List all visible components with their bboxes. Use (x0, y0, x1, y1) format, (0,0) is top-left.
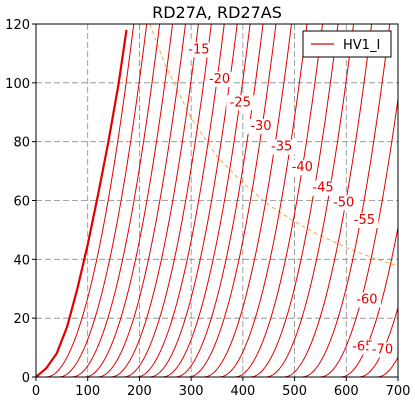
bias-curve (341, 224, 398, 377)
tick-layer: 0 100 200 300 400 500 600 700 0 20 40 60 80 100 120 (5, 18, 410, 399)
bias-curve (284, 24, 373, 377)
y-tick-label: 60 (13, 195, 30, 210)
bias-curve (204, 24, 292, 377)
y-tick-label: 20 (13, 312, 30, 327)
bias-curve (85, 24, 174, 377)
curve-label: -20 (209, 72, 230, 87)
x-tick-label: 400 (230, 384, 255, 399)
y-tick-label: 100 (5, 77, 30, 92)
bias-curve (359, 305, 398, 377)
bias-curve (377, 356, 398, 377)
curve-label: -70 (372, 342, 393, 357)
bias-curve (302, 24, 391, 377)
plot-layer: -15-20-25 -30-35-40 -45-50-55 -60 -65-70 (36, 24, 398, 377)
curve-label: -55 (354, 213, 375, 228)
curve-label-bg (205, 71, 234, 87)
x-tick-label: 200 (127, 384, 152, 399)
curve-label: -30 (250, 119, 271, 134)
y-tick-label: 40 (13, 253, 30, 268)
x-tick-label: 700 (386, 384, 411, 399)
curve-label: -15 (188, 42, 209, 57)
chart-title: RD27A, RD27AS (152, 3, 282, 22)
x-tick-label: 0 (32, 384, 40, 399)
legend-label: HV1_I (343, 38, 380, 53)
curve-label: -65 (352, 340, 373, 355)
bias-curve (97, 24, 186, 377)
curve-label-bg (226, 95, 255, 111)
y-tick-label: 0 (22, 371, 30, 386)
curve-label: -50 (333, 195, 354, 210)
zero-bias-curve (36, 29, 128, 377)
curve-label-bg (352, 292, 381, 308)
bias-curve (320, 95, 398, 377)
bias-curve (123, 24, 212, 377)
curve-label: -40 (292, 160, 313, 175)
x-tick-label: 300 (179, 384, 204, 399)
curve-label-bg (288, 160, 317, 176)
x-tick-label: 500 (282, 384, 307, 399)
bias-curve (46, 24, 135, 377)
bias-curve (266, 24, 355, 377)
x-tick-label: 100 (75, 384, 100, 399)
bias-curve (59, 24, 148, 377)
bias-curve (72, 24, 161, 377)
curve-label-bg (267, 139, 296, 155)
curve-label-bg (184, 42, 213, 58)
curve-label-bg (350, 213, 379, 229)
legend: HV1_I (302, 30, 392, 58)
bias-curve (136, 24, 225, 377)
curve-label: -45 (312, 181, 333, 196)
y-tick-label: 120 (5, 18, 30, 33)
x-tick-label: 600 (334, 384, 359, 399)
bias-curve (235, 24, 324, 377)
curve-label-bg (329, 195, 358, 211)
curve-label: -60 (356, 292, 377, 307)
plot-area (36, 24, 398, 377)
curve-label-bg (309, 180, 338, 196)
curve-label: -35 (271, 139, 292, 154)
y-tick-label: 80 (13, 136, 30, 151)
curve-label-bg (246, 118, 275, 134)
curve-label-bg (368, 342, 397, 358)
curve-label: -25 (230, 95, 251, 110)
bias-curve (250, 24, 339, 377)
bias-curve (219, 24, 308, 377)
bias-curve (188, 24, 277, 377)
bias-curve (110, 24, 199, 377)
